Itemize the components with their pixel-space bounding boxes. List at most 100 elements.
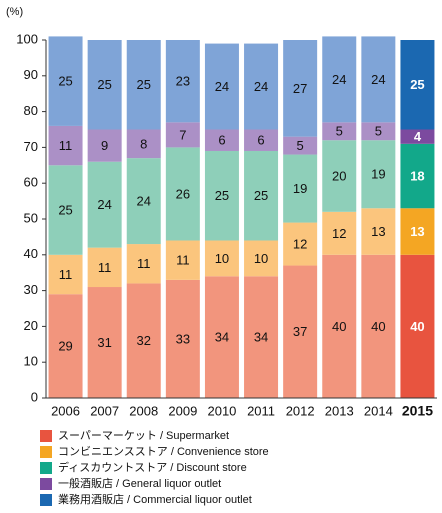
bar-segment [361,254,396,398]
value-label: 11 [98,260,112,275]
bar-segment [126,244,161,284]
legend-swatch [40,494,52,506]
value-label: 25 [410,77,424,92]
value-label: 11 [176,253,190,268]
bar-segment [244,276,279,398]
bar-segment [204,43,239,130]
value-label: 32 [137,333,151,348]
bar-segment [361,140,396,209]
bar-segment [126,40,161,130]
bar-segment [244,129,279,151]
bar-segment [126,129,161,159]
bar-segment [204,129,239,151]
value-label: 23 [176,74,190,89]
legend-label: 一般酒販店 / General liquor outlet [58,476,221,490]
bar-segment [244,150,279,241]
value-label: 25 [254,188,268,203]
bar-segment [165,122,200,148]
value-label: 10 [254,251,268,266]
value-label: 25 [215,188,229,203]
value-label: 5 [297,138,304,153]
value-label: 19 [371,167,385,182]
value-label: 18 [410,168,424,183]
value-label: 25 [58,74,72,89]
legend-swatch [40,430,52,442]
value-label: 5 [375,124,382,139]
value-label: 25 [97,77,111,92]
y-tick-label: 80 [24,103,38,118]
value-label: 40 [332,319,346,334]
bar-segment [204,150,239,241]
x-tick-label: 2010 [207,403,236,418]
legend-swatch [40,446,52,458]
value-label: 20 [332,168,346,183]
value-label: 13 [410,224,424,239]
value-label: 24 [371,72,385,87]
x-tick-label: 2008 [129,403,158,418]
bar-segment [165,279,200,398]
unit-label: (%) [6,6,23,18]
value-label: 37 [293,324,307,339]
value-label: 11 [59,138,73,153]
bar-segment [322,36,357,123]
y-tick-label: 20 [24,318,38,333]
y-tick-label: 60 [24,175,38,190]
bar-segment [87,40,122,130]
bar-segment [361,122,396,141]
value-label: 24 [332,72,346,87]
x-tick-label: 2015 [402,403,433,419]
value-label: 12 [332,226,346,241]
bar-segment [361,36,396,123]
value-label: 34 [254,330,268,345]
bar-segment [400,143,435,209]
x-tick-label: 2006 [51,403,80,418]
value-label: 34 [215,330,229,345]
value-label: 12 [293,236,307,251]
value-label: 40 [410,319,424,334]
bar-segment [204,276,239,398]
bar-segment [283,136,318,155]
value-label: 6 [257,133,264,148]
bar-segment [322,254,357,398]
value-label: 40 [371,319,385,334]
bar-segment [283,154,318,223]
legend-swatch [40,462,52,474]
value-label: 19 [293,181,307,196]
bar-segment [244,43,279,130]
x-tick-label: 2013 [325,403,354,418]
value-label: 27 [293,81,307,96]
value-label: 33 [176,331,190,346]
legend: スーパーマーケット / Supermarket コンビニエンスストア / Conv… [40,429,269,506]
value-label: 7 [179,127,186,142]
legend-label: コンビニエンスストア / Convenience store [58,445,269,458]
bar-segment [165,147,200,241]
value-label: 13 [371,224,385,239]
x-tick-label: 2014 [364,403,393,418]
legend-swatch [40,478,52,490]
value-label: 11 [137,256,151,271]
y-tick-label: 50 [24,210,38,225]
value-label: 4 [414,129,422,144]
bar-segment [283,222,318,266]
bar-segment [87,129,122,162]
legend-label: ディスカウントストア / Discount store [58,460,247,474]
value-label: 26 [176,186,190,201]
bar-segment [400,208,435,255]
x-tick-label: 2012 [286,403,315,418]
x-tick-label: 2011 [247,403,275,418]
bar-segment [87,161,122,248]
value-label: 11 [59,267,73,282]
bar-segment [400,129,435,144]
bar-segment [48,36,83,126]
value-label: 24 [215,79,229,94]
value-label: 8 [140,136,147,151]
value-label: 25 [58,202,72,217]
y-tick-label: 0 [31,389,38,404]
y-tick-label: 30 [24,282,38,297]
bar-segment [48,165,83,255]
bar-segment [361,208,396,255]
legend-label: 業務用酒販店 / Commercial liquor outlet [58,492,252,506]
bar-segment [48,125,83,166]
legend-label: スーパーマーケット / Supermarket [58,429,229,442]
bar-segment [400,40,435,130]
